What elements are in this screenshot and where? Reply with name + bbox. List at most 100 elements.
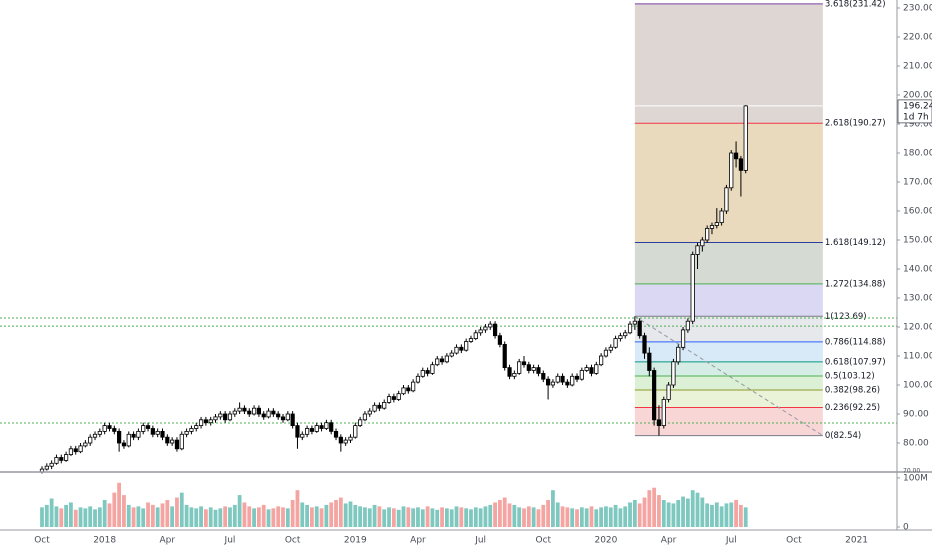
- volume-bar: [44, 504, 49, 527]
- candle-body: [599, 355, 604, 366]
- y-tick-label: 130.00: [903, 294, 932, 304]
- candle-body: [724, 187, 729, 212]
- candle-body: [666, 384, 671, 400]
- fib-label: 1.272(134.88): [825, 279, 886, 289]
- candle-body: [733, 152, 739, 160]
- volume-bar: [517, 507, 522, 527]
- candle-body: [439, 358, 445, 363]
- candle-body: [170, 439, 175, 444]
- candle-body: [642, 335, 647, 354]
- volume-bar: [546, 500, 550, 527]
- volume-bar: [40, 507, 44, 527]
- y-tick-label: 180.00: [903, 149, 932, 159]
- candle-body: [570, 375, 575, 386]
- candle-body: [218, 413, 223, 418]
- candle-body: [271, 410, 276, 415]
- candle-body: [362, 413, 368, 421]
- volume-bar: [363, 507, 367, 527]
- volume-bar: [700, 497, 705, 527]
- volume-bar: [194, 508, 199, 527]
- volume-bar: [281, 507, 285, 527]
- candle-body: [574, 375, 580, 380]
- candle-body: [367, 410, 372, 415]
- fib-label: 1(123.69): [825, 312, 867, 322]
- candle-body: [536, 367, 541, 374]
- candle-body: [131, 433, 136, 438]
- candle-body: [656, 419, 662, 427]
- volume-bar: [367, 508, 372, 527]
- volume-bar: [155, 507, 160, 527]
- candle-body: [203, 419, 208, 424]
- volume-bar: [213, 509, 218, 527]
- candle-body: [117, 431, 122, 444]
- x-tick-label: Oct: [285, 536, 301, 546]
- candle-body: [449, 352, 454, 357]
- candle-body: [608, 346, 613, 351]
- volume-bar: [338, 497, 343, 527]
- volume-bar: [690, 490, 695, 527]
- volume-bar: [454, 506, 459, 527]
- fib-label: 0.382(98.26): [825, 386, 880, 396]
- volume-bar: [406, 507, 411, 527]
- candle-body: [454, 346, 459, 354]
- volume-bar: [266, 509, 271, 527]
- candle-body: [483, 326, 488, 331]
- volume-bar: [695, 492, 700, 527]
- fib-label: 3.618(231.42): [825, 0, 886, 9]
- volume-bar: [739, 504, 743, 527]
- candle-body: [256, 407, 262, 415]
- x-tick-label: Apr: [160, 536, 176, 546]
- fib-zone: [634, 242, 823, 284]
- candle-body: [121, 442, 127, 447]
- candle-body: [386, 396, 392, 403]
- x-tick-label: Jul: [474, 536, 486, 546]
- price-scale-bg: [897, 0, 932, 550]
- candle-body: [64, 454, 69, 461]
- volume-bar: [522, 508, 526, 527]
- fib-zone: [634, 341, 823, 362]
- candle-body: [112, 428, 117, 432]
- candle-body: [488, 323, 493, 328]
- volume-bar: [83, 508, 88, 527]
- fib-label: 0.5(103.12): [825, 371, 875, 381]
- candle-body: [623, 332, 628, 337]
- volume-bar: [242, 502, 247, 527]
- candle-body: [415, 375, 421, 383]
- candle-body: [174, 439, 180, 450]
- candle-body: [59, 457, 64, 461]
- candle-body: [348, 436, 353, 441]
- y-tick-label: 160.00: [903, 207, 932, 217]
- candle-body: [507, 367, 512, 377]
- volume-bar: [551, 490, 555, 527]
- volume-bar: [141, 508, 146, 527]
- candle-body: [382, 402, 387, 409]
- volume-bar: [724, 503, 729, 527]
- volume-bar: [710, 504, 714, 527]
- candle-body: [430, 364, 435, 374]
- volume-bar: [102, 500, 107, 527]
- candle-body: [358, 419, 363, 427]
- volume-bar: [348, 501, 353, 527]
- candle-body: [304, 428, 310, 435]
- candle-body: [743, 105, 748, 171]
- candle-body: [97, 431, 102, 435]
- y-tick-label: 70.00: [903, 468, 920, 475]
- volume-bar: [719, 506, 724, 527]
- volume-bar: [112, 492, 117, 527]
- candle-body: [700, 239, 705, 247]
- y-tick-label: 230.00: [903, 4, 932, 14]
- candle-body: [738, 158, 744, 171]
- volume-bar: [334, 500, 338, 527]
- x-tick-label: 2018: [93, 536, 116, 546]
- volume-bar: [165, 500, 170, 527]
- candle-body: [652, 370, 657, 421]
- candle-body: [560, 375, 565, 383]
- fib-zone: [634, 390, 823, 408]
- candle-body: [353, 425, 358, 438]
- candle-body: [618, 335, 623, 340]
- volume-bar: [430, 508, 435, 527]
- candle-body: [44, 465, 49, 470]
- y-tick-label: 140.00: [903, 265, 932, 275]
- volume-bar: [247, 506, 252, 527]
- volume-bar: [146, 502, 150, 527]
